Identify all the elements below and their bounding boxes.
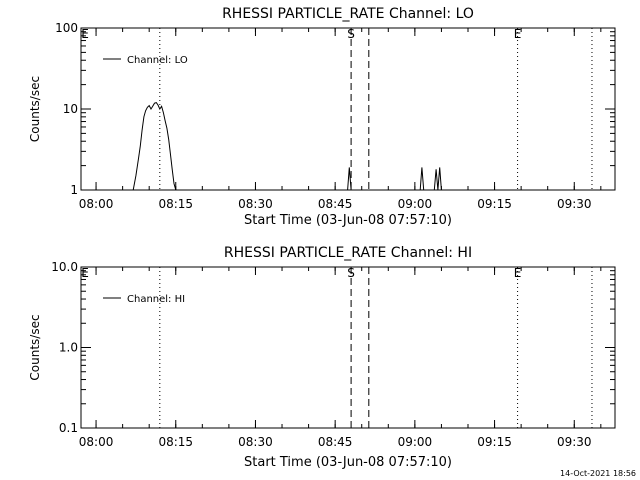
plot-frame	[80, 266, 616, 429]
x-tick-label: 09:15	[477, 435, 512, 449]
chart-title: RHESSI PARTICLE_RATE Channel: HI	[224, 245, 472, 261]
x-tick-label: 08:30	[238, 435, 273, 449]
marker-label: S	[347, 27, 355, 41]
x-tick-label: 09:00	[398, 197, 433, 211]
y-tick-label: 100	[55, 21, 78, 35]
x-tick-label: 09:30	[557, 197, 592, 211]
marker-label: E	[514, 266, 522, 280]
x-tick-label: 08:45	[318, 197, 353, 211]
x-tick-label: 08:15	[158, 197, 193, 211]
x-tick-label: 09:15	[477, 197, 512, 211]
series-line	[132, 102, 177, 191]
x-tick-label: 08:00	[79, 435, 114, 449]
y-tick-label: 10.0	[51, 260, 78, 274]
marker-label: E	[81, 27, 89, 41]
marker-label: E	[514, 27, 522, 41]
x-tick-label: 09:00	[398, 435, 433, 449]
series-line	[347, 167, 352, 191]
x-axis-label: Start Time (03-Jun-08 07:57:10)	[244, 455, 452, 470]
legend-label: Channel: LO	[127, 55, 188, 66]
legend-label: Channel: HI	[127, 294, 185, 305]
panel-hi: RHESSI PARTICLE_RATE Channel: HI Start Ti…	[28, 245, 616, 470]
marker-label: S	[347, 266, 355, 280]
y-axis-label: Counts/sec	[28, 76, 42, 142]
x-tick-label: 08:15	[158, 435, 193, 449]
chart-title: RHESSI PARTICLE_RATE Channel: LO	[222, 6, 474, 22]
panel-lo: RHESSI PARTICLE_RATE Channel: LO Start Ti…	[28, 6, 616, 228]
x-tick-label: 08:00	[79, 197, 114, 211]
x-tick-label: 08:30	[238, 197, 273, 211]
y-axis-label: Counts/sec	[28, 314, 42, 380]
x-axis-label: Start Time (03-Jun-08 07:57:10)	[244, 213, 452, 228]
x-tick-label: 08:45	[318, 435, 353, 449]
marker-label: E	[81, 266, 89, 280]
y-tick-label: 0.1	[59, 421, 78, 435]
series-line	[419, 167, 442, 191]
footer-timestamp: 14-Oct-2021 18:56	[560, 469, 636, 478]
y-tick-label: 10	[63, 102, 78, 116]
y-tick-label: 1	[70, 183, 78, 197]
y-tick-label: 1.0	[59, 341, 78, 355]
plot-frame	[80, 27, 616, 191]
x-tick-label: 09:30	[557, 435, 592, 449]
